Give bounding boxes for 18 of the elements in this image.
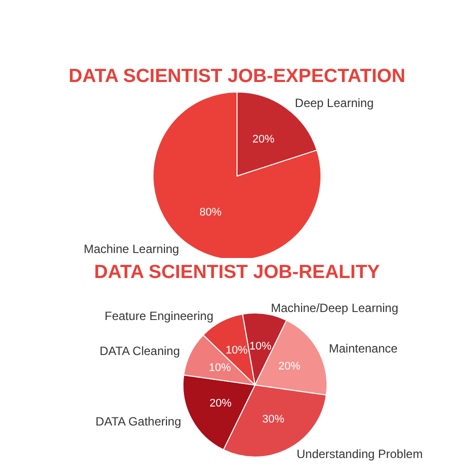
data-label: 20%	[252, 134, 275, 146]
chart-title: DATA SCIENTIST JOB-EXPECTATION	[68, 66, 406, 87]
chart-title: DATA SCIENTIST JOB-REALITY	[94, 262, 380, 283]
slice-label: Deep Learning	[294, 96, 374, 110]
slice-label: DATA Gathering	[96, 414, 182, 429]
slice-label: Machine Learning	[84, 242, 180, 256]
slice-label: Maintenance	[328, 341, 398, 356]
data-label: 30%	[262, 413, 285, 426]
data-label: 10%	[208, 362, 232, 374]
data-label: 20%	[278, 360, 301, 373]
slice-label: Understanding Problem	[296, 446, 423, 461]
data-label: 10%	[249, 340, 272, 352]
data-label: 20%	[210, 397, 232, 410]
slice-label: Feature Engineering	[104, 309, 214, 324]
slice-label: Machine/Deep Learning	[270, 300, 398, 315]
slice-label: DATA Cleaning	[100, 344, 180, 358]
data-label: 80%	[200, 206, 222, 218]
data-label: 10%	[226, 344, 248, 357]
